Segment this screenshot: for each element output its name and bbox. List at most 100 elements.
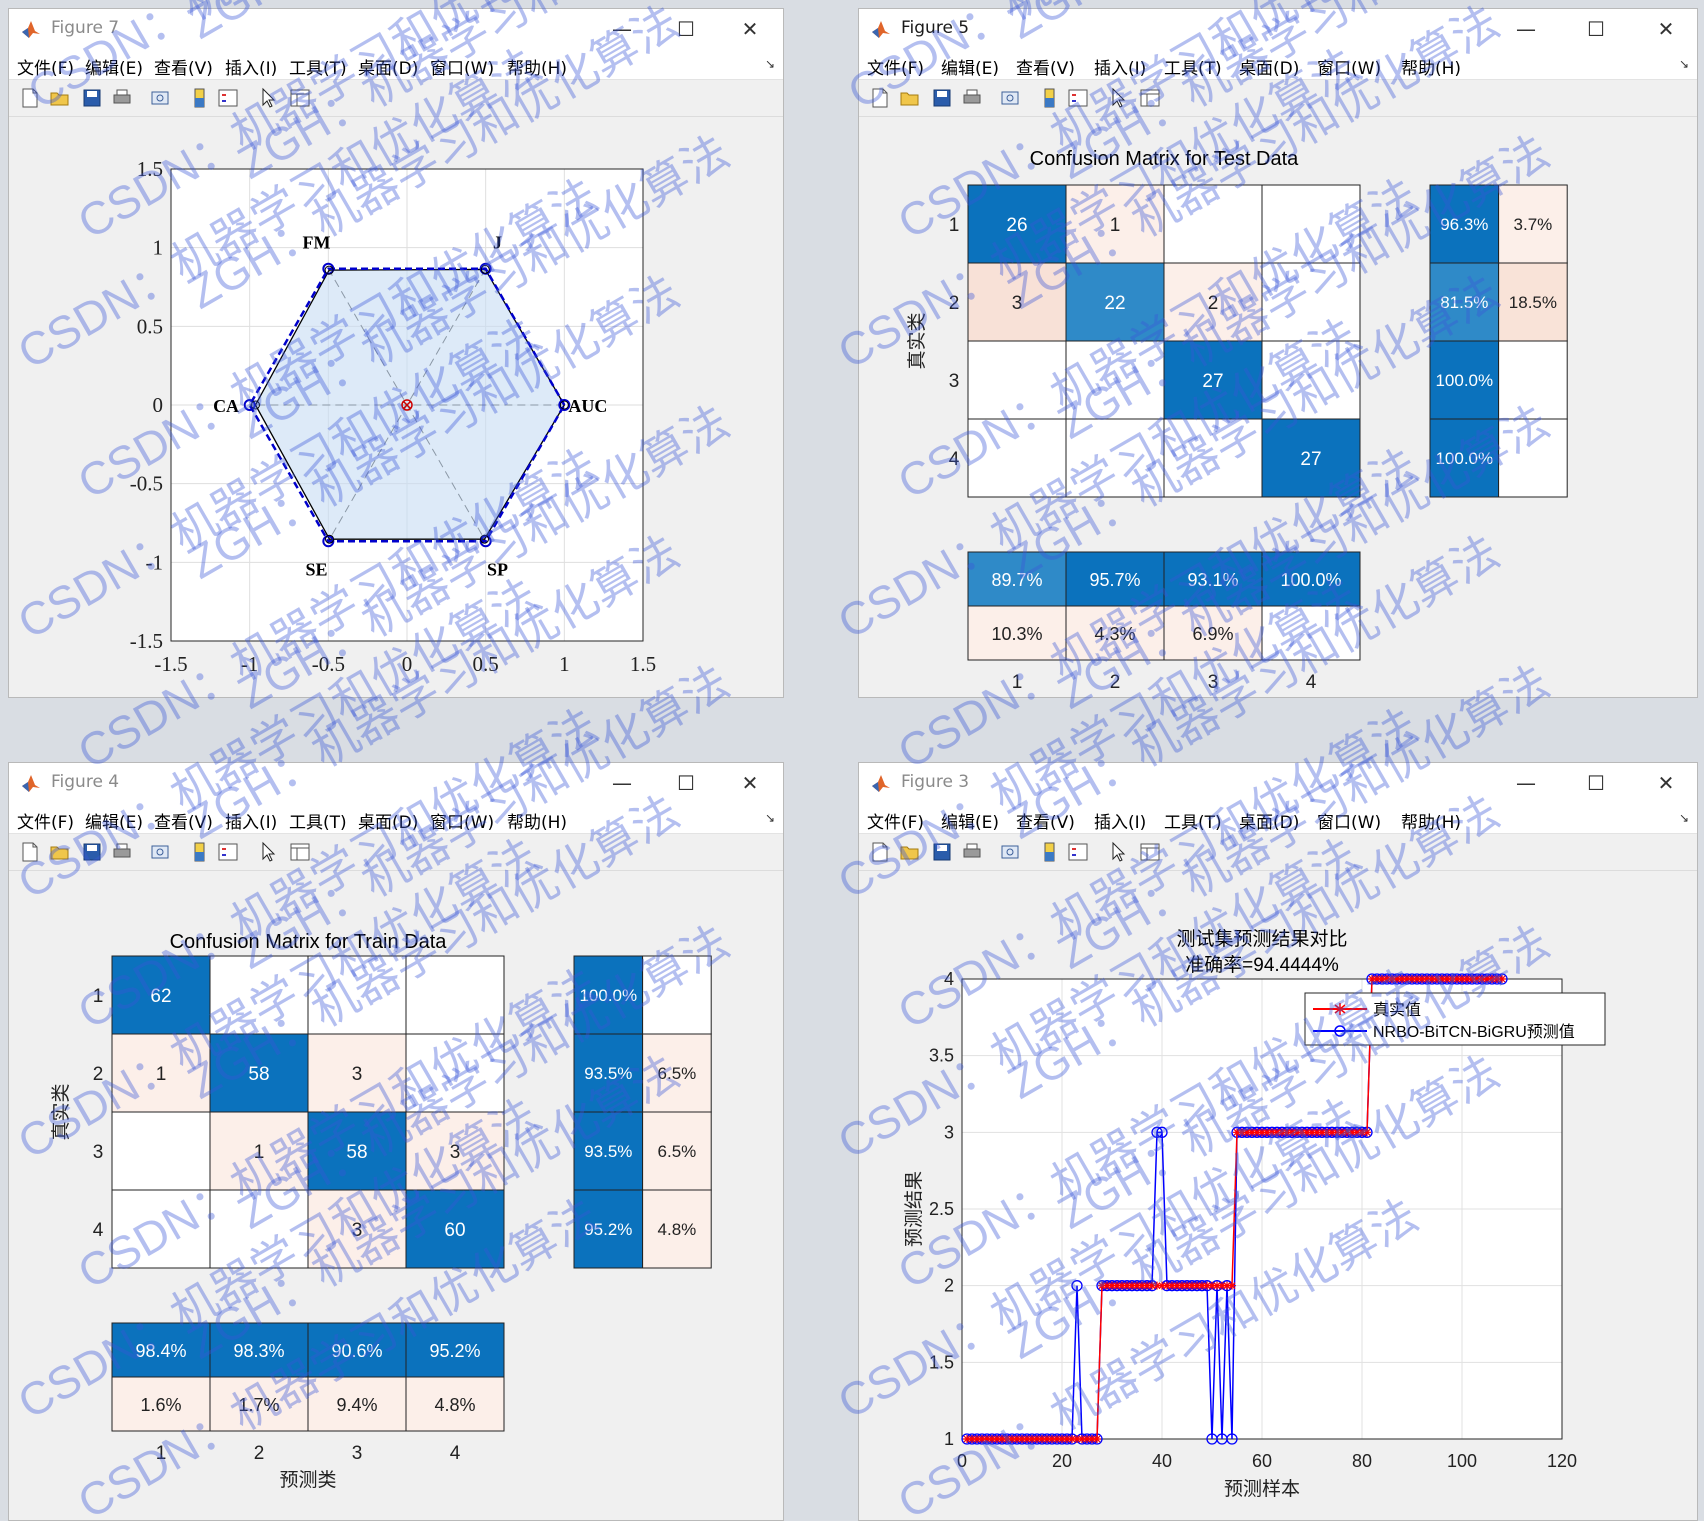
minimize-button[interactable]: — <box>612 771 632 795</box>
title-bar[interactable]: Figure 5 — ☐ ✕ <box>859 9 1697 49</box>
menu-view[interactable]: 查看(V) <box>1016 813 1075 833</box>
dock-arrow-icon[interactable]: ↘ <box>764 811 775 825</box>
colorbar-icon[interactable] <box>189 841 211 863</box>
menu-tools[interactable]: 工具(T) <box>289 59 347 79</box>
new-file-icon[interactable] <box>19 87 41 109</box>
menu-help[interactable]: 帮助(H) <box>1401 813 1462 833</box>
close-button[interactable]: ✕ <box>741 17 759 41</box>
property-inspector-icon[interactable] <box>1139 841 1161 863</box>
matrix-cell-value: 58 <box>248 1064 269 1085</box>
maximize-button[interactable]: ☐ <box>1587 771 1605 795</box>
legend-icon[interactable] <box>217 841 239 863</box>
y-tick-label: 3 <box>944 1122 954 1142</box>
col-summary-cell <box>1163 605 1263 661</box>
pointer-icon[interactable] <box>1107 841 1129 863</box>
close-button[interactable]: ✕ <box>1657 771 1675 795</box>
menu-edit[interactable]: 编辑(E) <box>941 59 1000 79</box>
menu-desktop[interactable]: 桌面(D) <box>1239 813 1300 833</box>
minimize-button[interactable]: — <box>1516 771 1536 795</box>
minimize-button[interactable]: — <box>612 17 632 41</box>
row-summary-cell <box>642 1111 712 1191</box>
y-tick-label: 1.5 <box>929 1352 954 1372</box>
print-preview-icon[interactable] <box>149 87 171 109</box>
property-inspector-icon[interactable] <box>1139 87 1161 109</box>
minimize-button[interactable]: — <box>1516 17 1536 41</box>
new-file-icon[interactable] <box>869 841 891 863</box>
menu-desktop[interactable]: 桌面(D) <box>358 59 419 79</box>
save-icon[interactable] <box>931 841 953 863</box>
print-preview-icon[interactable] <box>999 841 1021 863</box>
legend-icon[interactable] <box>1067 87 1089 109</box>
menu-window[interactable]: 窗口(W) <box>1317 59 1382 79</box>
menu-desktop[interactable]: 桌面(D) <box>1239 59 1300 79</box>
menu-help[interactable]: 帮助(H) <box>507 59 568 79</box>
menu-help[interactable]: 帮助(H) <box>507 813 568 833</box>
print-icon[interactable] <box>111 841 133 863</box>
print-preview-icon[interactable] <box>999 87 1021 109</box>
matrix-cell <box>209 1033 309 1113</box>
open-folder-icon[interactable] <box>899 841 921 863</box>
open-folder-icon[interactable] <box>49 87 71 109</box>
menu-view[interactable]: 查看(V) <box>1016 59 1075 79</box>
dock-arrow-icon[interactable]: ↘ <box>1678 57 1689 71</box>
menu-insert[interactable]: 插入(I) <box>1094 813 1147 833</box>
menu-window[interactable]: 窗口(W) <box>430 59 495 79</box>
true-point <box>1133 1281 1141 1290</box>
menu-window[interactable]: 窗口(W) <box>1317 813 1382 833</box>
open-folder-icon[interactable] <box>49 841 71 863</box>
dock-arrow-icon[interactable]: ↘ <box>764 57 775 71</box>
menu-insert[interactable]: 插入(I) <box>225 59 278 79</box>
menu-file[interactable]: 文件(F) <box>17 59 75 79</box>
menu-file[interactable]: 文件(F) <box>867 59 925 79</box>
legend-icon[interactable] <box>1067 841 1089 863</box>
menu-view[interactable]: 查看(V) <box>154 59 213 79</box>
title-bar[interactable]: Figure 7 — ☐ ✕ <box>9 9 783 49</box>
menu-tools[interactable]: 工具(T) <box>1164 813 1222 833</box>
x-tick-label: 40 <box>1152 1451 1172 1471</box>
new-file-icon[interactable] <box>19 841 41 863</box>
menu-file[interactable]: 文件(F) <box>867 813 925 833</box>
close-button[interactable]: ✕ <box>1657 17 1675 41</box>
colorbar-icon[interactable] <box>189 87 211 109</box>
y-tick-label: 2 <box>944 1276 954 1296</box>
print-icon[interactable] <box>961 841 983 863</box>
pointer-icon[interactable] <box>257 841 279 863</box>
print-preview-icon[interactable] <box>149 841 171 863</box>
menu-insert[interactable]: 插入(I) <box>1094 59 1147 79</box>
menu-help[interactable]: 帮助(H) <box>1401 59 1462 79</box>
true-point <box>1233 1128 1241 1137</box>
dock-arrow-icon[interactable]: ↘ <box>1678 811 1689 825</box>
colorbar-icon[interactable] <box>1039 841 1061 863</box>
save-icon[interactable] <box>81 841 103 863</box>
menu-edit[interactable]: 编辑(E) <box>941 813 1000 833</box>
pointer-icon[interactable] <box>1107 87 1129 109</box>
property-inspector-icon[interactable] <box>289 841 311 863</box>
maximize-button[interactable]: ☐ <box>1587 17 1605 41</box>
title-bar[interactable]: Figure 4 — ☐ ✕ <box>9 763 783 803</box>
print-icon[interactable] <box>961 87 983 109</box>
open-folder-icon[interactable] <box>899 87 921 109</box>
title-bar[interactable]: Figure 3 — ☐ ✕ <box>859 763 1697 803</box>
true-point <box>1398 975 1406 983</box>
pointer-icon[interactable] <box>257 87 279 109</box>
print-icon[interactable] <box>111 87 133 109</box>
menu-edit[interactable]: 编辑(E) <box>85 59 144 79</box>
save-icon[interactable] <box>931 87 953 109</box>
menu-view[interactable]: 查看(V) <box>154 813 213 833</box>
menu-desktop[interactable]: 桌面(D) <box>358 813 419 833</box>
menu-window[interactable]: 窗口(W) <box>430 813 495 833</box>
save-icon[interactable] <box>81 87 103 109</box>
menu-edit[interactable]: 编辑(E) <box>85 813 144 833</box>
legend-icon[interactable] <box>217 87 239 109</box>
figure-toolbar <box>9 80 783 117</box>
menu-tools[interactable]: 工具(T) <box>289 813 347 833</box>
maximize-button[interactable]: ☐ <box>677 771 695 795</box>
menu-tools[interactable]: 工具(T) <box>1164 59 1222 79</box>
menu-insert[interactable]: 插入(I) <box>225 813 278 833</box>
maximize-button[interactable]: ☐ <box>677 17 695 41</box>
close-button[interactable]: ✕ <box>741 771 759 795</box>
new-file-icon[interactable] <box>869 87 891 109</box>
colorbar-icon[interactable] <box>1039 87 1061 109</box>
property-inspector-icon[interactable] <box>289 87 311 109</box>
menu-file[interactable]: 文件(F) <box>17 813 75 833</box>
